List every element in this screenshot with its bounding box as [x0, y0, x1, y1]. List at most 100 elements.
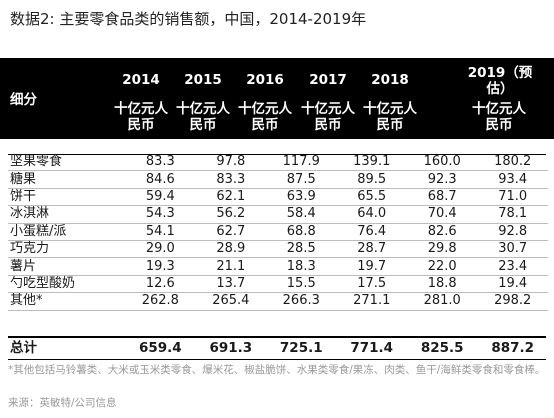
- unit-header: 十亿元人民币: [238, 101, 292, 133]
- table-cell: 93.4: [477, 170, 548, 189]
- table-cell: 83.3: [195, 170, 267, 189]
- row-label: 饼干: [8, 188, 126, 207]
- table-cell: 71.0: [477, 188, 548, 207]
- table-cell: 19.3: [125, 257, 196, 276]
- table-cell: 92.8: [477, 223, 548, 241]
- table-cell: 265.4: [195, 292, 267, 311]
- table-cell: 65.5: [336, 188, 407, 207]
- table-cell: 18.8: [406, 275, 478, 294]
- table-cell: 76.4: [336, 223, 407, 241]
- table-cell: 266.3: [266, 292, 337, 311]
- table-cell: 18.3: [266, 257, 337, 276]
- table-cell: 15.5: [266, 275, 337, 294]
- table-header: 细分 2014 2015 2016 2017 2018 2019（预估） 十亿元…: [0, 58, 554, 139]
- table-cell: 180.2: [477, 154, 548, 172]
- table-cell: 89.5: [336, 170, 407, 189]
- table-row: 薯片 19.3 21.1 18.3 19.7 22.0 23.4: [8, 257, 548, 276]
- total-row: 总计 659.4 691.3 725.1 771.4 825.5 887.2: [8, 339, 548, 357]
- table-cell: 21.1: [195, 257, 267, 276]
- source-note: 来源：英敏特/公司信息: [8, 397, 117, 409]
- year-header: 2016: [246, 72, 284, 88]
- table-row: 坚果零食 83.3 97.8 117.9 139.1 160.0 180.2: [8, 154, 548, 172]
- table-cell: 83.3: [125, 154, 196, 172]
- table-cell: 29.8: [406, 240, 478, 259]
- unit-header: 十亿元人民币: [114, 101, 168, 133]
- table-cell: 92.3: [406, 170, 478, 189]
- data-table: 坚果零食 83.3 97.8 117.9 139.1 160.0 180.2 糖果 84.6 83…: [8, 154, 548, 311]
- total-table: 总计 659.4 691.3 725.1 771.4 825.5 887.2: [8, 339, 548, 357]
- table-cell: 30.7: [477, 240, 548, 259]
- table-cell: 54.1: [125, 223, 196, 241]
- table-cell: 281.0: [406, 292, 478, 311]
- table-cell: 54.3: [125, 205, 196, 224]
- total-cell: 771.4: [350, 340, 394, 356]
- segment-header: 细分: [10, 92, 37, 108]
- table-row: 巧克力 29.0 28.9 28.5 28.7 29.8 30.7: [8, 240, 548, 259]
- table-cell: 63.9: [266, 188, 337, 207]
- page-title: 数据2: 主要零食品类的销售额，中国，2014-2019年: [10, 10, 367, 28]
- table-cell: 298.2: [477, 292, 548, 311]
- unit-header: 十亿元人民币: [301, 101, 355, 133]
- table-cell: 17.5: [336, 275, 407, 294]
- table-cell: 78.1: [477, 205, 548, 224]
- table-row: 冰淇淋 54.3 56.2 58.4 64.0 70.4 78.1: [8, 205, 548, 224]
- table-row: 其他* 262.8 265.4 266.3 271.1 281.0 298.2: [8, 292, 548, 311]
- unit-header: 十亿元人民币: [472, 101, 526, 133]
- row-label: 坚果零食: [8, 154, 126, 172]
- table-cell: 22.0: [406, 257, 478, 276]
- year-header: 2014: [122, 72, 160, 88]
- table-cell: 84.6: [125, 170, 196, 189]
- total-cell: 691.3: [209, 340, 253, 356]
- table-row: 糖果 84.6 83.3 87.5 89.5 92.3 93.4: [8, 170, 548, 189]
- row-label: 巧克力: [8, 240, 126, 259]
- total-cell: 725.1: [279, 340, 323, 356]
- row-label: 其他*: [8, 292, 126, 311]
- year-header: 2015: [184, 72, 222, 88]
- table-cell: 68.8: [266, 223, 337, 241]
- total-cell: 887.2: [491, 340, 535, 356]
- row-label: 糖果: [8, 170, 126, 189]
- table-row: 勺吃型酸奶 12.6 13.7 15.5 17.5 18.8 19.4: [8, 275, 548, 294]
- unit-header: 十亿元人民币: [176, 101, 230, 133]
- table-cell: 139.1: [336, 154, 407, 172]
- unit-header: 十亿元人民币: [363, 101, 417, 133]
- table-cell: 59.4: [125, 188, 196, 207]
- table-cell: 62.7: [195, 223, 267, 241]
- table-cell: 262.8: [125, 292, 196, 311]
- row-label: 薯片: [8, 257, 126, 276]
- total-label: 总计: [10, 340, 37, 356]
- table-cell: 19.7: [336, 257, 407, 276]
- table-cell: 87.5: [266, 170, 337, 189]
- table-cell: 117.9: [266, 154, 337, 172]
- table-cell: 19.4: [477, 275, 548, 294]
- total-bottom-rule: [8, 359, 546, 360]
- row-label: 冰淇淋: [8, 205, 126, 224]
- table-cell: 70.4: [406, 205, 478, 224]
- year-header: 2017: [309, 72, 347, 88]
- table-cell: 58.4: [266, 205, 337, 224]
- total-top-rule: [8, 336, 546, 338]
- table-row: 小蛋糕/派 54.1 62.7 68.8 76.4 82.6 92.8: [8, 223, 548, 241]
- row-label: 勺吃型酸奶: [8, 275, 126, 294]
- footnote: *其他包括马铃薯类、大米或玉米类零食、爆米花、椒盐脆饼、水果类零食/果冻、肉类、…: [8, 364, 546, 376]
- table-cell: 28.9: [195, 240, 267, 259]
- table-cell: 13.7: [195, 275, 267, 294]
- total-cell: 659.4: [138, 340, 182, 356]
- table-cell: 29.0: [125, 240, 196, 259]
- table-cell: 28.7: [336, 240, 407, 259]
- table-cell: 82.6: [406, 223, 478, 241]
- table-cell: 12.6: [125, 275, 196, 294]
- table-cell: 56.2: [195, 205, 267, 224]
- table-cell: 97.8: [195, 154, 267, 172]
- row-label: 小蛋糕/派: [8, 223, 126, 241]
- table-cell: 271.1: [336, 292, 407, 311]
- table-cell: 64.0: [336, 205, 407, 224]
- year-header: 2019（预估）: [467, 65, 533, 97]
- table-cell: 68.7: [406, 188, 478, 207]
- table-cell: 62.1: [195, 188, 267, 207]
- year-header: 2018: [371, 72, 409, 88]
- table-cell: 28.5: [266, 240, 337, 259]
- table-cell: 23.4: [477, 257, 548, 276]
- table-cell: 160.0: [406, 154, 478, 172]
- total-cell: 825.5: [420, 340, 464, 356]
